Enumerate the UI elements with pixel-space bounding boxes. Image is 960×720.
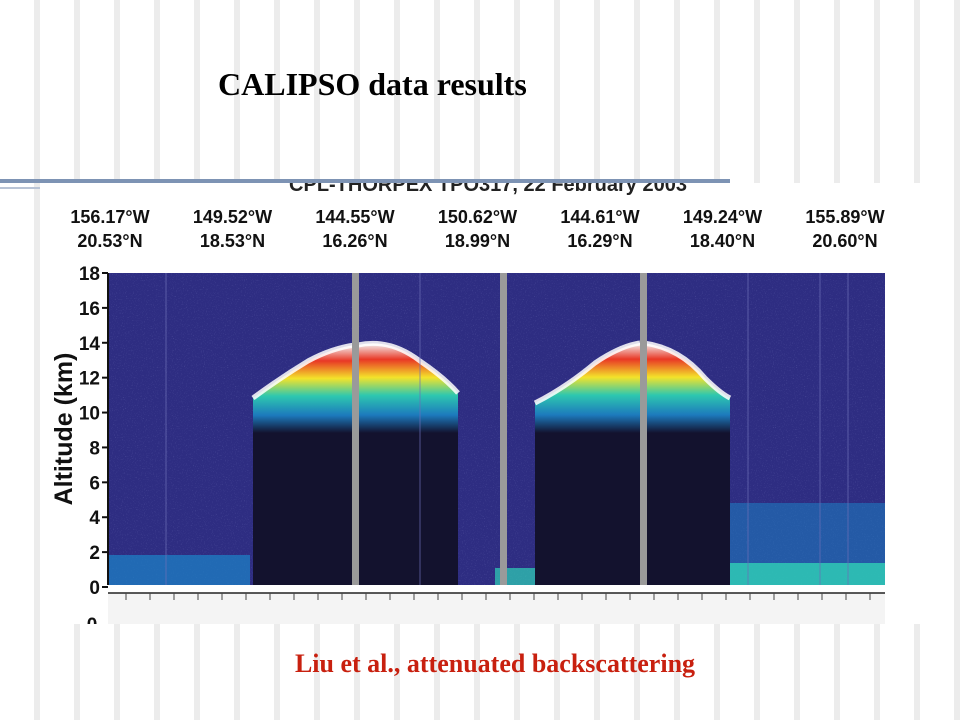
y-axis-label: Altitude (km) [50,353,78,506]
x-tick-longitude-4: 150.62°W [438,207,517,227]
x-tick-longitude-5: 144.61°W [560,207,639,227]
y-tick-label-16: 16 [79,299,100,320]
y-tick-label-4: 4 [89,508,100,529]
x-tick-longitude-3: 144.55°W [315,207,394,227]
x-tick-latitude-4: 18.99°N [445,231,510,251]
y-tick-label-10: 10 [79,404,100,425]
x-tick-latitude-2: 18.53°N [200,231,265,251]
y-tick-label-12: 12 [79,369,100,390]
separator-bar-3 [640,273,647,585]
title-divider [0,179,730,183]
x-tick-latitude-1: 20.53°N [77,231,142,251]
page-title: CALIPSO data results [218,66,527,102]
cloud-right-1-edge [533,340,641,406]
y-tick-label-8: 8 [89,438,100,459]
separator-bar-1 [352,273,359,585]
cloud-left-1-edge [251,342,356,401]
surface-return-right [730,563,885,585]
cloud-right-2-edge [643,340,732,401]
x-tick-longitude-1: 156.17°W [70,207,149,227]
y-tick-label-6: 6 [89,473,100,494]
cloud-left-2-top [358,343,458,433]
cloud-left-1-top [253,345,355,433]
x-tick-latitude-3: 16.26°N [322,231,387,251]
y-tick-label-18: 18 [79,264,100,285]
x-tick-longitude-6: 149.24°W [683,207,762,227]
y-tick-label-14: 14 [79,334,101,355]
lidar-figure: CPL-THORPEX TPO317, 22 February 2003 0 0 2 4… [40,183,936,624]
separator-bar-2 [500,273,507,585]
x-tick-longitude-2: 149.52°W [193,207,272,227]
x-tick-longitude-7: 155.89°W [805,207,884,227]
y-tick-label-2: 2 [89,543,100,564]
x-tick-latitude-5: 16.29°N [567,231,632,251]
backscatter-chart: CPL-THORPEX TPO317, 22 February 2003 0 0 2 4… [50,183,885,624]
figure-caption: Liu et al., attenuated backscattering [294,649,696,678]
lower-strip [108,593,885,624]
x-tick-latitude-6: 18.40°N [690,231,755,251]
cloud-right-2-top [644,343,730,433]
cloud-right-1-top [535,343,640,433]
x-tick-latitude-7: 20.60°N [812,231,877,251]
chart-title: CPL-THORPEX TPO317, 22 February 2003 [289,183,687,196]
aerosol-left [108,555,250,585]
y-tick-label-0: 0 [89,578,100,599]
lower-strip-label: 0 [87,615,98,624]
